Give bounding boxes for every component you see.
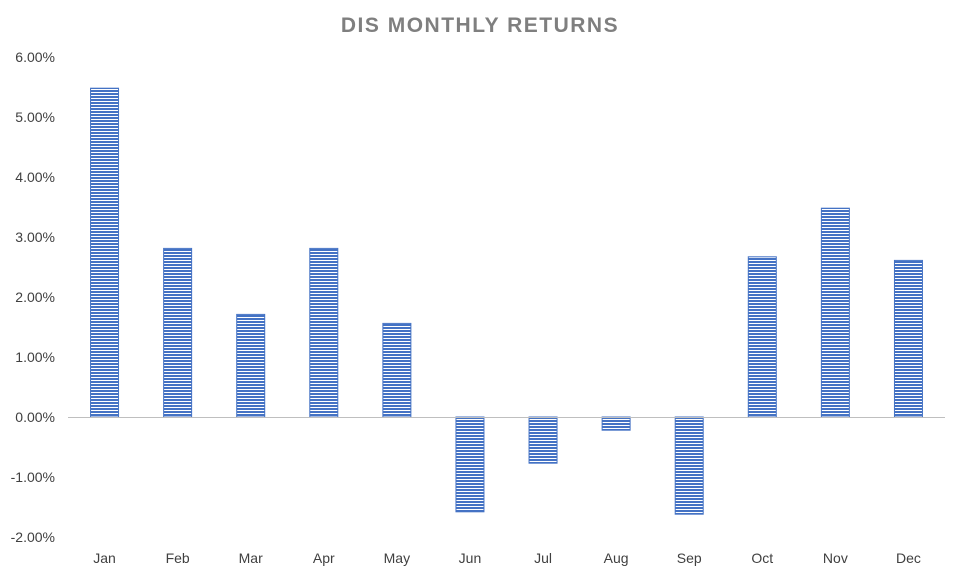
x-category-label: Aug [604, 550, 629, 566]
bar-nov [820, 207, 850, 418]
x-category-label: Jul [534, 550, 552, 566]
chart-title: DIS MONTHLY RETURNS [341, 14, 619, 37]
bar-series [90, 87, 923, 515]
bar-dec [893, 259, 923, 418]
y-tick-label: 3.00% [15, 229, 55, 245]
x-category-label: Oct [751, 550, 773, 566]
x-category-label: Jun [459, 550, 482, 566]
y-tick-label: 6.00% [15, 49, 55, 65]
bar-jul [528, 416, 558, 464]
bar-may [382, 322, 412, 418]
bar-jun [455, 416, 485, 513]
y-tick-label: 4.00% [15, 169, 55, 185]
x-category-label: Feb [166, 550, 190, 566]
x-category-label: Apr [313, 550, 335, 566]
x-category-label: Mar [239, 550, 263, 566]
bar-feb [163, 247, 193, 418]
y-axis-tick-labels: -2.00% -1.00% 0.00% 1.00% 2.00% 3.00% 4.00% 5.0… [11, 49, 55, 545]
y-tick-label: -1.00% [11, 469, 55, 485]
bar-aug [601, 416, 631, 431]
x-category-label: Jan [93, 550, 116, 566]
bar-mar [236, 313, 266, 418]
x-axis-category-labels: Jan Feb Mar Apr May Jun Jul Aug Sep Oct Nov Dec [93, 550, 921, 566]
x-category-label: Nov [823, 550, 848, 566]
bar-jan [90, 87, 120, 418]
y-tick-label: 0.00% [15, 409, 55, 425]
bar-oct [747, 256, 777, 418]
y-tick-label: 5.00% [15, 109, 55, 125]
x-category-label: May [384, 550, 410, 566]
x-category-label: Dec [896, 550, 921, 566]
x-category-label: Sep [677, 550, 702, 566]
y-tick-label: -2.00% [11, 529, 55, 545]
y-tick-label: 2.00% [15, 289, 55, 305]
bar-sep [674, 416, 704, 515]
y-tick-label: 1.00% [15, 349, 55, 365]
bar-apr [309, 247, 339, 418]
